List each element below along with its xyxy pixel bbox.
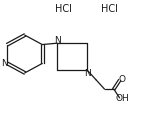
Text: HCl: HCl [101,4,118,14]
Text: HCl: HCl [55,4,72,14]
Text: N: N [84,69,91,78]
Text: N: N [54,36,60,45]
Text: O: O [118,75,125,84]
Text: N: N [1,59,8,68]
Text: OH: OH [116,94,129,103]
